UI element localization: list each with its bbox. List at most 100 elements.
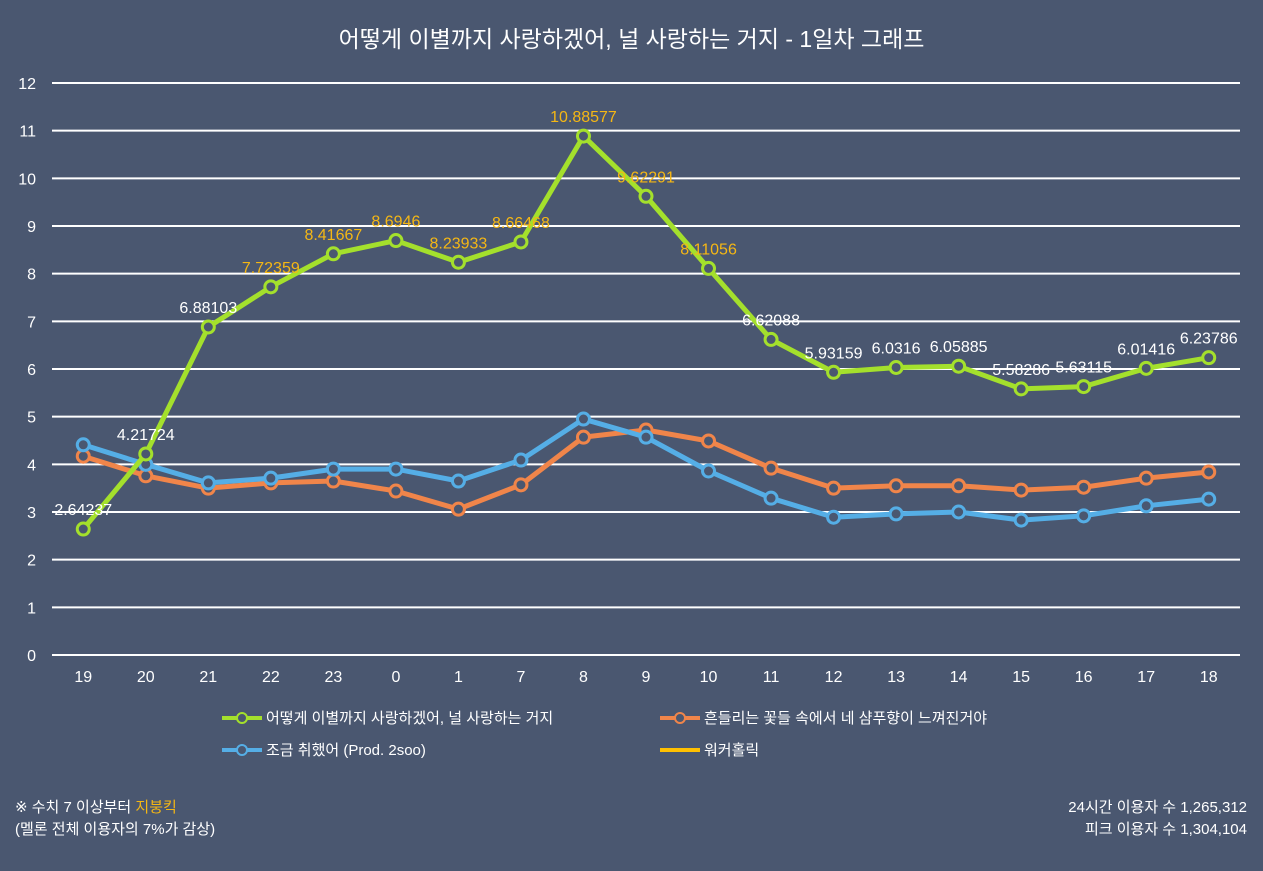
x-tick-label: 13: [887, 669, 905, 686]
data-point: [1013, 512, 1029, 528]
x-tick-label: 16: [1075, 669, 1093, 686]
data-point: [1138, 498, 1154, 514]
y-tick-label: 11: [19, 124, 36, 141]
data-point: [575, 411, 591, 427]
legend-label: 조금 취했어 (Prod. 2soo): [266, 742, 426, 759]
y-tick-label: 12: [18, 76, 36, 93]
x-tick-label: 17: [1137, 669, 1155, 686]
data-point: [826, 509, 842, 525]
data-point: [200, 319, 216, 335]
data-point: [888, 359, 904, 375]
data-point: [1076, 508, 1092, 524]
data-point: [200, 475, 216, 491]
data-point: [450, 501, 466, 517]
user-stats: 24시간 이용자 수 1,265,312 피크 이용자 수 1,304,104: [1068, 797, 1247, 841]
data-point: [1076, 479, 1092, 495]
data-point: [263, 279, 279, 295]
footnote-line2: (멜론 전체 이용자의 7%가 감상): [15, 821, 216, 838]
data-point: [138, 446, 154, 462]
data-point: [75, 437, 91, 453]
footnote-highlight: 지붕킥: [135, 799, 177, 816]
data-label: 8.6946: [371, 214, 420, 231]
data-label: 6.05885: [930, 339, 988, 356]
x-tick-label: 7: [516, 669, 525, 686]
data-point: [951, 358, 967, 374]
users-peak: 피크 이용자 수 1,304,104: [1084, 821, 1247, 838]
data-label: 6.0316: [872, 340, 921, 357]
data-point: [763, 490, 779, 506]
x-tick-label: 1: [454, 669, 463, 686]
data-label: 7.72359: [242, 260, 300, 277]
data-point: [1138, 360, 1154, 376]
footnote: ※ 수치 7 이상부터 지붕킥 (멜론 전체 이용자의 7%가 감상): [15, 797, 215, 841]
x-tick-label: 10: [700, 669, 718, 686]
legend-marker: [660, 747, 700, 752]
data-point: [1201, 491, 1217, 507]
data-point: [763, 331, 779, 347]
y-tick-label: 0: [27, 648, 36, 665]
data-point: [1013, 482, 1029, 498]
data-label: 6.62088: [742, 312, 800, 329]
x-tick-label: 9: [642, 669, 651, 686]
legend-marker: [660, 711, 700, 724]
y-tick-label: 1: [27, 600, 36, 617]
x-tick-label: 11: [763, 669, 780, 686]
data-point: [325, 246, 341, 262]
data-label: 6.23786: [1180, 331, 1238, 348]
data-label: 6.88103: [179, 300, 237, 317]
data-point: [701, 433, 717, 449]
data-point: [826, 364, 842, 380]
data-point: [826, 480, 842, 496]
users-24h: 24시간 이용자 수 1,265,312: [1068, 799, 1247, 816]
legend-item-1: 흔들리는 꽃들 속에서 네 샴푸향이 느껴진거야: [660, 707, 987, 728]
y-tick-label: 4: [27, 457, 36, 474]
data-point: [325, 461, 341, 477]
data-point: [1013, 381, 1029, 397]
data-point: [325, 473, 341, 489]
x-tick-label: 22: [262, 669, 280, 686]
data-label: 8.66468: [492, 215, 550, 232]
y-tick-label: 10: [18, 171, 36, 188]
data-point: [951, 478, 967, 494]
data-point: [450, 473, 466, 489]
data-point: [513, 477, 529, 493]
x-tick-label: 15: [1012, 669, 1030, 686]
data-point: [575, 128, 591, 144]
data-point: [888, 506, 904, 522]
data-label: 2.64237: [54, 502, 112, 519]
data-point: [638, 429, 654, 445]
footnote-prefix: ※ 수치 7 이상부터: [15, 799, 136, 816]
data-point: [513, 234, 529, 250]
legend-item-2: 조금 취했어 (Prod. 2soo): [222, 739, 426, 760]
x-tick-label: 23: [324, 669, 342, 686]
y-tick-label: 3: [27, 505, 36, 522]
y-tick-label: 2: [27, 553, 36, 570]
y-tick-label: 9: [27, 219, 36, 236]
legend-item-0: 어떻게 이별까지 사랑하겠어, 널 사랑하는 거지: [222, 707, 553, 728]
data-point: [263, 470, 279, 486]
data-point: [701, 463, 717, 479]
legend-item-3: 워커홀릭: [660, 739, 759, 760]
data-point: [888, 478, 904, 494]
legend-marker: [222, 743, 262, 756]
x-tick-label: 20: [137, 669, 155, 686]
y-tick-label: 5: [27, 410, 36, 427]
data-point: [1076, 379, 1092, 395]
data-point: [388, 461, 404, 477]
data-label: 9.62291: [617, 169, 675, 186]
legend-label: 어떻게 이별까지 사랑하겠어, 널 사랑하는 거지: [266, 710, 554, 727]
y-tick-label: 6: [27, 362, 36, 379]
data-label: 8.11056: [680, 241, 737, 258]
x-tick-label: 0: [391, 669, 400, 686]
x-tick-label: 18: [1200, 669, 1218, 686]
data-label: 5.93159: [805, 345, 863, 362]
y-tick-label: 7: [27, 314, 36, 331]
data-label: 5.63115: [1055, 360, 1112, 377]
data-point: [701, 260, 717, 276]
x-tick-label: 8: [579, 669, 588, 686]
x-tick-label: 12: [825, 669, 843, 686]
data-point: [388, 483, 404, 499]
data-point: [513, 452, 529, 468]
y-tick-label: 8: [27, 267, 36, 284]
